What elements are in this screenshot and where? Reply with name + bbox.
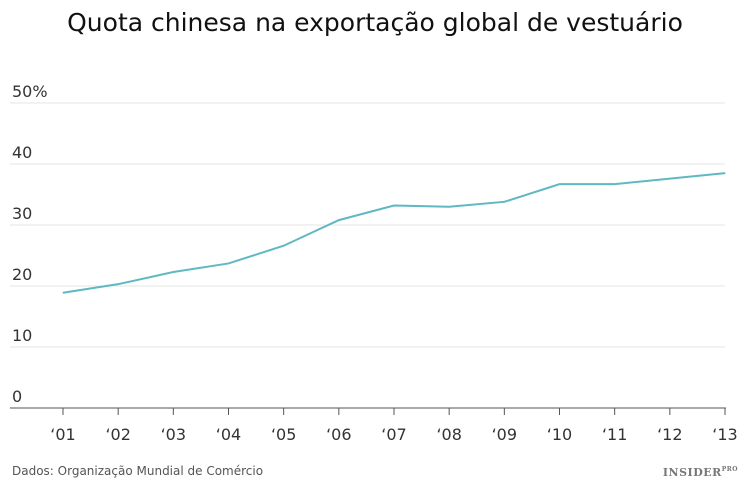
x-tick-label: ‘09: [492, 425, 517, 444]
data-point: [172, 271, 174, 273]
series-line: [62, 172, 726, 294]
data-point: [393, 204, 395, 206]
data-point: [62, 292, 64, 294]
insider-pro-logo: INSIDERPRO: [663, 466, 738, 479]
x-tick-label: ‘08: [436, 425, 461, 444]
y-tick-label: 10: [12, 326, 32, 345]
x-tick-label: ‘12: [657, 425, 682, 444]
x-tick-label: ‘01: [50, 425, 75, 444]
x-tick-label: ‘13: [712, 425, 737, 444]
source-note: Dados: Organização Mundial de Comércio: [12, 464, 264, 478]
chart-title: Quota chinesa na exportação global de ve…: [67, 8, 683, 37]
x-tick-label: ‘05: [271, 425, 296, 444]
data-point: [503, 201, 505, 203]
data-point: [448, 206, 450, 208]
data-point: [559, 183, 560, 185]
data-point: [669, 178, 671, 180]
x-tick-label: ‘10: [547, 425, 572, 444]
y-tick-label: 0: [12, 387, 22, 406]
x-tick-label: ‘07: [381, 425, 406, 444]
data-point: [724, 172, 726, 174]
y-tick-label: 40: [12, 143, 32, 162]
x-tick-label: ‘02: [105, 425, 130, 444]
y-tick-label: 30: [12, 204, 32, 223]
x-tick-label: ‘06: [326, 425, 351, 444]
y-tick-label: 20: [12, 265, 32, 284]
data-point: [117, 283, 119, 285]
x-tick-label: ‘11: [602, 425, 627, 444]
y-tick-label: 50%: [12, 82, 48, 101]
logo-text: INSIDER: [662, 466, 722, 479]
x-tick-label: ‘03: [161, 425, 186, 444]
logo-suffix: PRO: [721, 466, 738, 473]
data-point: [283, 245, 285, 247]
data-point: [228, 262, 229, 264]
data-point: [338, 219, 340, 221]
data-point: [614, 183, 616, 185]
x-tick-label: ‘04: [216, 425, 241, 444]
